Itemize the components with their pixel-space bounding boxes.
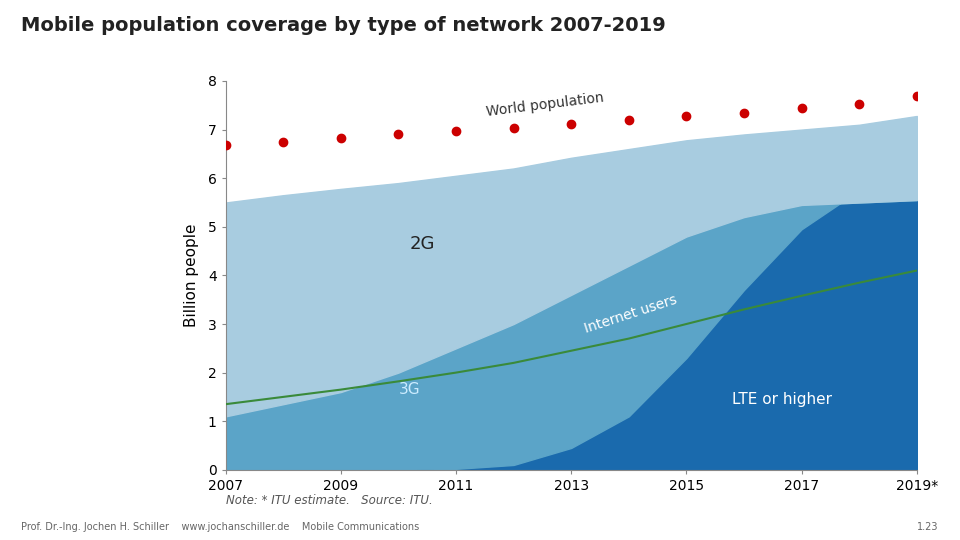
Text: 1.23: 1.23 xyxy=(918,522,939,532)
Text: Mobile population coverage by type of network 2007-2019: Mobile population coverage by type of ne… xyxy=(21,16,666,35)
Text: Note: * ITU estimate.   Source: ITU.: Note: * ITU estimate. Source: ITU. xyxy=(226,494,432,507)
Text: 3G: 3G xyxy=(398,382,420,397)
Text: World population: World population xyxy=(485,91,604,119)
Y-axis label: Billion people: Billion people xyxy=(184,224,200,327)
Text: 2G: 2G xyxy=(410,235,435,253)
Text: Prof. Dr.-Ing. Jochen H. Schiller    www.jochanschiller.de    Mobile Communicati: Prof. Dr.-Ing. Jochen H. Schiller www.jo… xyxy=(21,522,420,532)
Text: Internet users: Internet users xyxy=(583,293,679,336)
Text: LTE or higher: LTE or higher xyxy=(732,392,832,407)
